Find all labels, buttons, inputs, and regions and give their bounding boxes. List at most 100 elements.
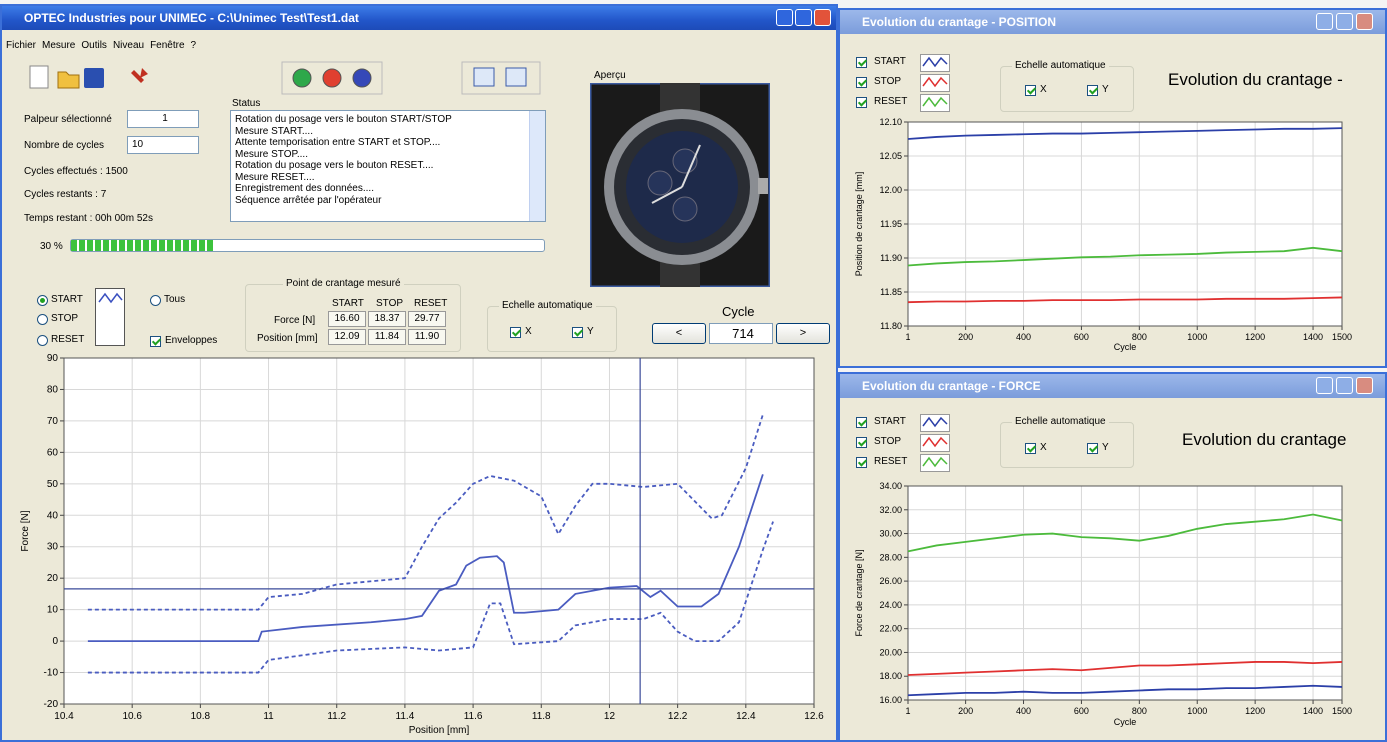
save-icon[interactable] bbox=[84, 68, 104, 88]
checkbox[interactable] bbox=[856, 57, 867, 68]
cycles-spinner[interactable]: 10 bbox=[127, 136, 199, 154]
menu-item[interactable]: Mesure bbox=[42, 40, 76, 51]
y-tick-label: 30 bbox=[47, 542, 59, 553]
legend-label: STOP bbox=[874, 76, 902, 87]
plot-frame bbox=[63, 357, 815, 705]
x-tick-label: 1000 bbox=[1187, 706, 1207, 716]
combo-value: 1 bbox=[162, 113, 168, 124]
checkbox[interactable] bbox=[856, 437, 867, 448]
checkbox[interactable] bbox=[572, 327, 583, 338]
y-tick-label: 40 bbox=[47, 510, 59, 521]
x-tick-label: 10.8 bbox=[191, 711, 211, 722]
menu-item[interactable]: Fenêtre bbox=[150, 40, 185, 51]
value-cell: 11.84 bbox=[368, 329, 406, 345]
x-axis-label: Position [mm] bbox=[409, 725, 470, 736]
checkbox[interactable] bbox=[856, 457, 867, 468]
swatch-line bbox=[922, 76, 948, 88]
y-tick-label: 90 bbox=[47, 353, 59, 364]
close-button[interactable] bbox=[1356, 13, 1373, 30]
menu-item[interactable]: ? bbox=[190, 40, 197, 51]
new-icon[interactable] bbox=[29, 65, 49, 89]
series-line bbox=[907, 684, 1343, 697]
swatch-line bbox=[922, 416, 948, 428]
y-axis-label: Position de crantage [mm] bbox=[854, 172, 864, 277]
palpeur-combo[interactable]: 1 bbox=[127, 110, 199, 128]
prev-button[interactable]: < bbox=[652, 323, 706, 344]
checkbox[interactable] bbox=[1087, 85, 1098, 96]
checkbox-label: Y bbox=[587, 326, 594, 337]
progress-label: 30 % bbox=[40, 241, 63, 252]
menu-bar: Fichier Mesure Outils Niveau Fenêtre? bbox=[6, 40, 196, 54]
cycle-label: Cycle bbox=[722, 304, 755, 319]
checkbox-label: Enveloppes bbox=[165, 335, 218, 346]
reset-button[interactable] bbox=[352, 68, 372, 88]
x-tick-label: 1500 bbox=[1332, 332, 1352, 342]
x-axis-label: Cycle bbox=[1114, 717, 1137, 727]
start-button[interactable] bbox=[292, 68, 312, 88]
close-button[interactable] bbox=[1356, 377, 1373, 394]
info-text: Temps restant : 00h 00m 52s bbox=[24, 213, 153, 224]
radio[interactable] bbox=[150, 295, 161, 306]
cycle-value: 714 bbox=[709, 323, 773, 344]
maximize-button[interactable] bbox=[795, 9, 812, 26]
menu-item[interactable]: Fichier bbox=[6, 40, 37, 51]
graph-icon[interactable] bbox=[473, 67, 495, 87]
radio[interactable] bbox=[37, 314, 48, 325]
legend-swatch bbox=[920, 454, 950, 472]
group-title: Point de crantage mesuré bbox=[283, 278, 404, 289]
force-chart: 16.00 18.00 20.00 22.00 24.00 26.00 28.00 30.00… bbox=[854, 481, 1352, 727]
y-tick-label: 11.80 bbox=[880, 321, 902, 331]
stop-button[interactable] bbox=[322, 68, 342, 88]
chart-title: Evolution du crantage bbox=[1182, 430, 1347, 449]
y-tick-label: 11.95 bbox=[880, 219, 902, 229]
checkbox-label: X bbox=[1040, 442, 1047, 453]
x-tick-label: 11 bbox=[263, 711, 274, 722]
graph-icon[interactable] bbox=[505, 67, 527, 87]
preview-title: Aperçu bbox=[594, 70, 626, 81]
next-button[interactable]: > bbox=[776, 323, 830, 344]
plot-frame bbox=[907, 121, 1343, 327]
y-tick-label: 28.00 bbox=[879, 552, 902, 562]
status-line: Mesure STOP.... bbox=[235, 148, 308, 160]
checkbox[interactable] bbox=[856, 77, 867, 88]
minimize-button[interactable] bbox=[1316, 13, 1333, 30]
minimize-button[interactable] bbox=[776, 9, 793, 26]
view-group bbox=[461, 61, 541, 95]
status-title: Status bbox=[232, 98, 261, 109]
checkbox[interactable] bbox=[856, 97, 867, 108]
checkbox[interactable] bbox=[1025, 85, 1036, 96]
maximize-button[interactable] bbox=[1336, 377, 1353, 394]
checkbox[interactable] bbox=[150, 336, 161, 347]
value-cell: 29.77 bbox=[408, 311, 446, 327]
checkbox[interactable] bbox=[1087, 443, 1098, 454]
y-tick-label: 10 bbox=[47, 605, 59, 616]
open-icon[interactable] bbox=[57, 71, 80, 89]
minimize-button[interactable] bbox=[1316, 377, 1333, 394]
y-tick-label: 12.10 bbox=[879, 117, 902, 127]
y-tick-label: 18.00 bbox=[879, 671, 902, 681]
y-tick-label: 80 bbox=[47, 384, 59, 395]
menu-item[interactable]: Niveau bbox=[112, 40, 145, 51]
series-line bbox=[907, 127, 1343, 140]
title-bar: Evolution du crantage - FORCE bbox=[840, 374, 1385, 398]
maximize-button[interactable] bbox=[1336, 13, 1353, 30]
radio[interactable] bbox=[37, 335, 48, 346]
checkbox[interactable] bbox=[856, 417, 867, 428]
plot-frame bbox=[907, 485, 1343, 701]
x-tick-label: 11.8 bbox=[532, 711, 551, 722]
radio[interactable] bbox=[37, 295, 48, 306]
x-tick-label: 12.2 bbox=[668, 711, 688, 722]
menu-item[interactable]: Outils bbox=[81, 40, 107, 51]
close-button[interactable] bbox=[814, 9, 831, 26]
x-tick-label: 11.2 bbox=[327, 711, 346, 722]
tool-icon[interactable] bbox=[131, 68, 148, 83]
scrollbar[interactable] bbox=[529, 111, 545, 221]
series-line bbox=[907, 513, 1343, 553]
radio-label: STOP bbox=[51, 313, 79, 324]
x-tick-label: 1400 bbox=[1303, 706, 1323, 716]
x-tick-label: 800 bbox=[1132, 706, 1147, 716]
checkbox[interactable] bbox=[1025, 443, 1036, 454]
chart-title: Evolution du crantage - bbox=[1168, 70, 1343, 89]
group-title: Echelle automatique bbox=[1012, 60, 1109, 71]
checkbox[interactable] bbox=[510, 327, 521, 338]
